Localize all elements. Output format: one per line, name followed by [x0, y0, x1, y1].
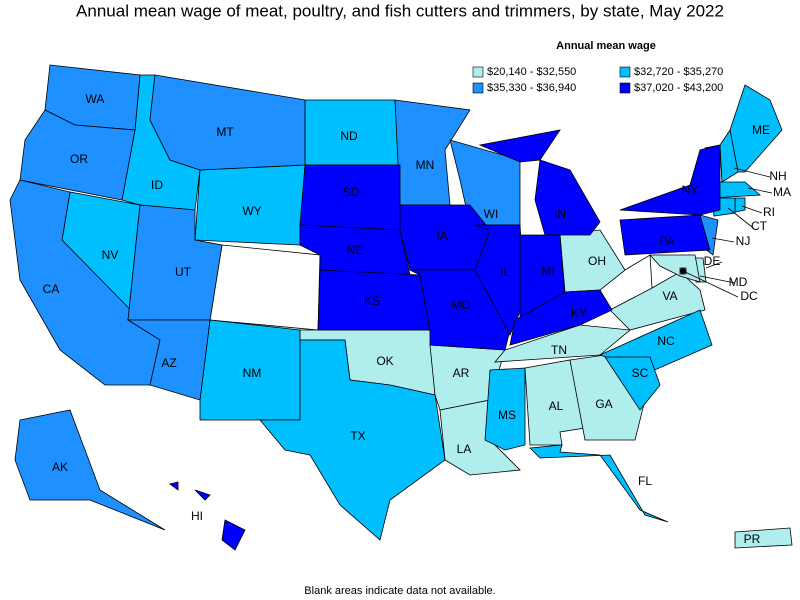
leader-line — [733, 167, 771, 178]
leader-line — [741, 205, 763, 214]
legend-title: Annual mean wage — [556, 40, 656, 52]
state-label: MO — [451, 298, 470, 312]
state-label: LA — [457, 442, 472, 456]
state-label: MN — [416, 158, 435, 172]
legend-swatch — [619, 66, 631, 78]
leader-line — [682, 270, 739, 298]
state-label: CA — [43, 282, 60, 296]
state-label: MD — [729, 275, 748, 289]
state-shape — [529, 444, 669, 523]
state-label: OH — [588, 254, 606, 268]
state-shape — [619, 144, 721, 216]
state-shape — [734, 527, 793, 549]
state-shape — [604, 356, 661, 411]
state-shape — [126, 319, 211, 401]
state-shape — [494, 324, 631, 363]
state-label: NE — [347, 243, 364, 257]
state-label: NH — [769, 169, 786, 183]
state-label: CT — [751, 219, 768, 233]
dc-dot — [680, 268, 686, 274]
state-label: DE — [704, 254, 721, 268]
footnote: Blank areas indicate data not available. — [304, 585, 495, 597]
state-label: NJ — [736, 234, 751, 248]
state-shape — [734, 197, 746, 213]
legend-label: $37,020 - $43,200 — [634, 82, 723, 94]
state-label: AZ — [161, 356, 176, 370]
state-label: ID — [151, 178, 163, 192]
state-label: NM — [243, 366, 262, 380]
state-shape — [169, 481, 246, 551]
state-label: TX — [350, 429, 365, 443]
state-label: MI — [541, 264, 554, 278]
state-label: SC — [632, 366, 649, 380]
state-shape — [474, 224, 526, 336]
legend-label: $35,330 - $36,940 — [487, 82, 576, 94]
state-label: TN — [551, 343, 567, 357]
state-no-data — [209, 244, 321, 331]
leader-line — [747, 187, 773, 194]
state-shape — [19, 109, 136, 201]
legend-label: $32,720 - $35,270 — [634, 66, 723, 78]
state-shape — [259, 339, 446, 541]
state-label: WY — [242, 204, 261, 218]
state-label: ND — [340, 129, 358, 143]
state-label: KY — [571, 306, 587, 320]
state-label: OR — [70, 152, 88, 166]
state-label: GA — [595, 397, 612, 411]
legend-label: $20,140 - $32,550 — [487, 66, 576, 78]
state-label: FL — [638, 474, 652, 488]
state-label: IN — [554, 207, 566, 221]
state-shape — [149, 74, 306, 171]
state-label: MT — [216, 125, 234, 139]
state-shape — [619, 214, 711, 256]
state-label: WI — [484, 207, 499, 221]
legend-swatch — [472, 66, 484, 78]
leader-line — [711, 237, 735, 243]
state-label: MS — [498, 408, 516, 422]
state-label: KS — [364, 294, 380, 308]
state-label: NY — [682, 183, 699, 197]
state-label: SD — [343, 185, 360, 199]
state-shape — [609, 271, 706, 331]
state-shape — [484, 367, 526, 451]
map-title: Annual mean wage of meat, poultry, and f… — [76, 1, 724, 20]
state-label: AK — [52, 460, 68, 474]
state-label: AL — [549, 399, 564, 413]
state-label: UT — [175, 265, 192, 279]
state-label: HI — [191, 509, 203, 523]
state-shape — [649, 254, 701, 283]
state-label: DC — [740, 289, 758, 303]
state-label: IL — [500, 265, 510, 279]
state-label: WA — [86, 92, 105, 106]
leader-line — [699, 275, 736, 284]
state-shape — [14, 409, 166, 531]
state-label: PR — [744, 532, 761, 546]
state-shape — [478, 129, 601, 236]
state-shape — [9, 179, 161, 386]
leader-line — [727, 207, 753, 228]
state-label: RI — [763, 205, 775, 219]
state-shape — [719, 128, 739, 183]
state-shape — [569, 354, 646, 441]
state-label: NV — [102, 248, 119, 262]
state-label: OK — [376, 354, 393, 368]
state-shape — [509, 289, 613, 346]
state-label: IA — [436, 229, 447, 243]
state-label: MA — [773, 185, 791, 199]
state-label: ME — [752, 123, 770, 137]
leader-line — [705, 261, 723, 269]
legend-swatch — [619, 82, 631, 94]
state-label: AR — [453, 366, 470, 380]
state-label: VA — [662, 289, 677, 303]
states — [9, 64, 793, 551]
legend-swatch — [472, 82, 484, 94]
state-label: NC — [657, 334, 675, 348]
state-label: PA — [659, 234, 674, 248]
